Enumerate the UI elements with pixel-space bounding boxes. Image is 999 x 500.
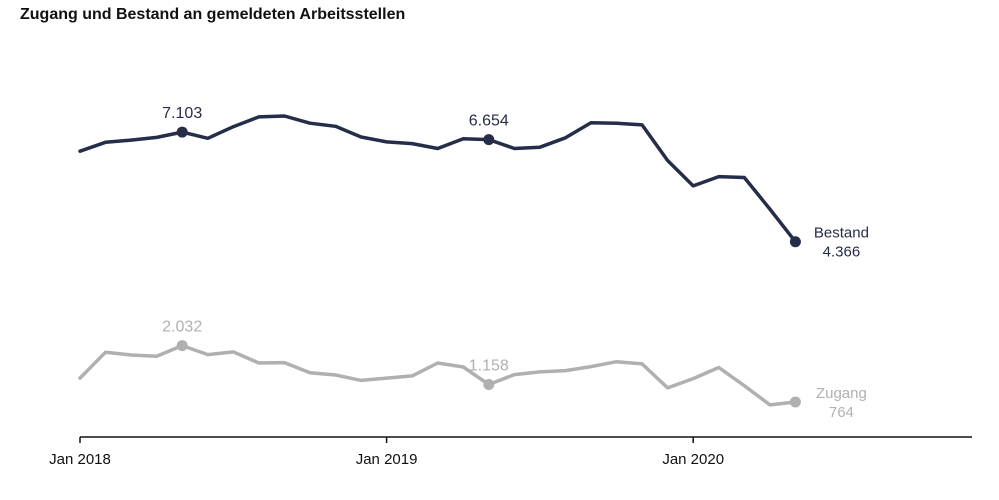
data-point-label: 1.158 — [469, 357, 509, 374]
series-name-label: Bestand — [814, 225, 869, 242]
x-axis: Jan 2018 Jan 2019 Jan 2020 — [49, 436, 972, 468]
chart-title: Zugang und Bestand an gemeldeten Arbeits… — [20, 6, 406, 23]
data-point-marker — [176, 126, 188, 138]
series-line-zugang — [78, 343, 798, 407]
end-point-marker — [789, 236, 801, 248]
x-tick-label: Jan 2020 — [662, 451, 724, 468]
series-zugang: 2.032 1.158 Zugang 764 — [78, 319, 867, 421]
data-point-label: 2.032 — [162, 319, 202, 336]
data-point-marker — [483, 378, 495, 390]
series-layer: 7.103 6.654 Bestand 4.366 2.032 1.158 Zugang 76… — [78, 105, 869, 421]
series-line-bestand — [78, 114, 798, 244]
series-end-value: 4.366 — [823, 244, 861, 261]
series-bestand: 7.103 6.654 Bestand 4.366 — [78, 105, 869, 261]
data-point-label: 7.103 — [162, 105, 202, 122]
end-point-marker — [789, 396, 801, 408]
x-tick-label: Jan 2019 — [356, 451, 418, 468]
x-tick-label: Jan 2018 — [49, 451, 111, 468]
series-name-label: Zugang — [816, 385, 867, 402]
series-end-value: 764 — [829, 404, 854, 421]
data-point-marker — [483, 134, 495, 146]
data-point-label: 6.654 — [469, 113, 509, 130]
data-point-marker — [176, 340, 188, 352]
